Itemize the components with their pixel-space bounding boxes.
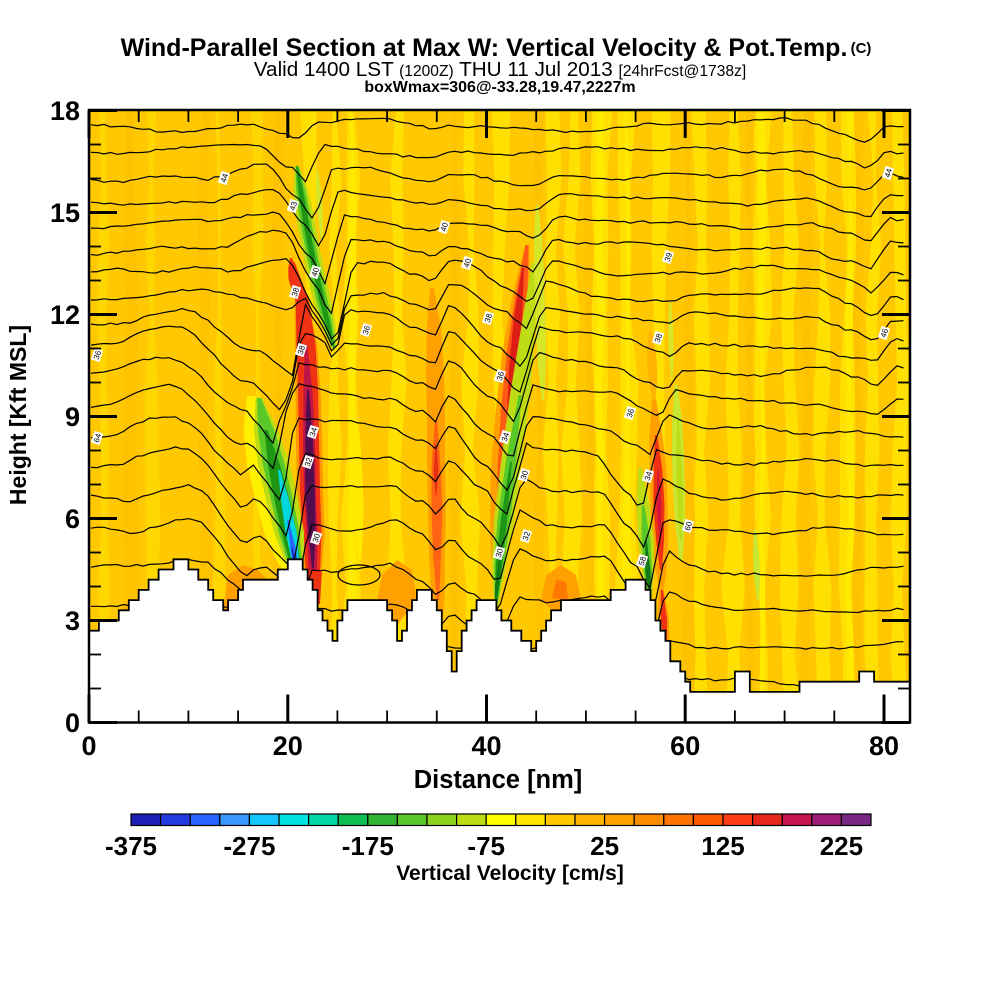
svg-text:20: 20 — [273, 731, 303, 761]
svg-text:80: 80 — [869, 731, 899, 761]
svg-text:40: 40 — [439, 221, 450, 233]
svg-text:40: 40 — [471, 731, 501, 761]
svg-text:34: 34 — [643, 470, 654, 482]
svg-text:58: 58 — [637, 555, 648, 567]
svg-text:36: 36 — [92, 349, 103, 361]
svg-text:38: 38 — [290, 286, 301, 298]
svg-text:225: 225 — [820, 831, 863, 861]
svg-text:30: 30 — [494, 547, 505, 559]
svg-text:60: 60 — [683, 520, 694, 532]
svg-text:44: 44 — [883, 167, 894, 179]
svg-text:0: 0 — [81, 731, 96, 761]
svg-text:-175: -175 — [342, 831, 394, 861]
svg-text:40: 40 — [310, 266, 321, 278]
svg-text:Valid 1400 LST (1200Z) THU 11: Valid 1400 LST (1200Z) THU 11 Jul 2013 [… — [254, 58, 746, 81]
svg-text:32: 32 — [303, 456, 314, 468]
svg-text:36: 36 — [625, 407, 636, 419]
svg-text:34: 34 — [500, 431, 511, 443]
svg-text:(C): (C) — [851, 40, 872, 57]
svg-text:6: 6 — [65, 504, 80, 534]
svg-text:boxWmax=306@-33.28,19.47,2227m: boxWmax=306@-33.28,19.47,2227m — [364, 79, 635, 96]
svg-text:Height [Kft MSL]: Height [Kft MSL] — [5, 325, 31, 505]
svg-text:3: 3 — [65, 606, 80, 636]
svg-text:-275: -275 — [223, 831, 275, 861]
svg-text:30: 30 — [311, 532, 322, 544]
svg-text:60: 60 — [670, 731, 700, 761]
svg-text:36: 36 — [361, 324, 372, 336]
svg-text:0: 0 — [65, 708, 80, 738]
svg-text:38: 38 — [296, 344, 307, 356]
svg-text:18: 18 — [50, 96, 80, 126]
svg-text:34: 34 — [308, 426, 319, 438]
svg-text:Vertical Velocity [cm/s]: Vertical Velocity [cm/s] — [396, 862, 624, 885]
svg-text:32: 32 — [521, 530, 532, 542]
svg-text:38: 38 — [483, 312, 494, 324]
svg-text:43: 43 — [288, 200, 299, 212]
svg-text:-75: -75 — [467, 831, 505, 861]
svg-text:64: 64 — [92, 432, 103, 444]
svg-text:39: 39 — [663, 251, 674, 263]
svg-text:9: 9 — [65, 402, 80, 432]
svg-text:Distance [nm]: Distance [nm] — [414, 766, 583, 794]
svg-text:15: 15 — [50, 198, 80, 228]
svg-text:125: 125 — [701, 831, 744, 861]
svg-text:25: 25 — [590, 831, 619, 861]
svg-text:46: 46 — [879, 327, 890, 339]
svg-text:Wind-Parallel Section at Max W: Wind-Parallel Section at Max W: Vertical… — [121, 34, 848, 62]
svg-text:-375: -375 — [105, 831, 157, 861]
svg-text:44: 44 — [219, 172, 230, 184]
svg-text:36: 36 — [495, 370, 506, 382]
svg-text:38: 38 — [653, 332, 664, 344]
svg-text:30: 30 — [519, 469, 530, 481]
svg-text:12: 12 — [50, 300, 80, 330]
svg-text:40: 40 — [462, 257, 473, 269]
